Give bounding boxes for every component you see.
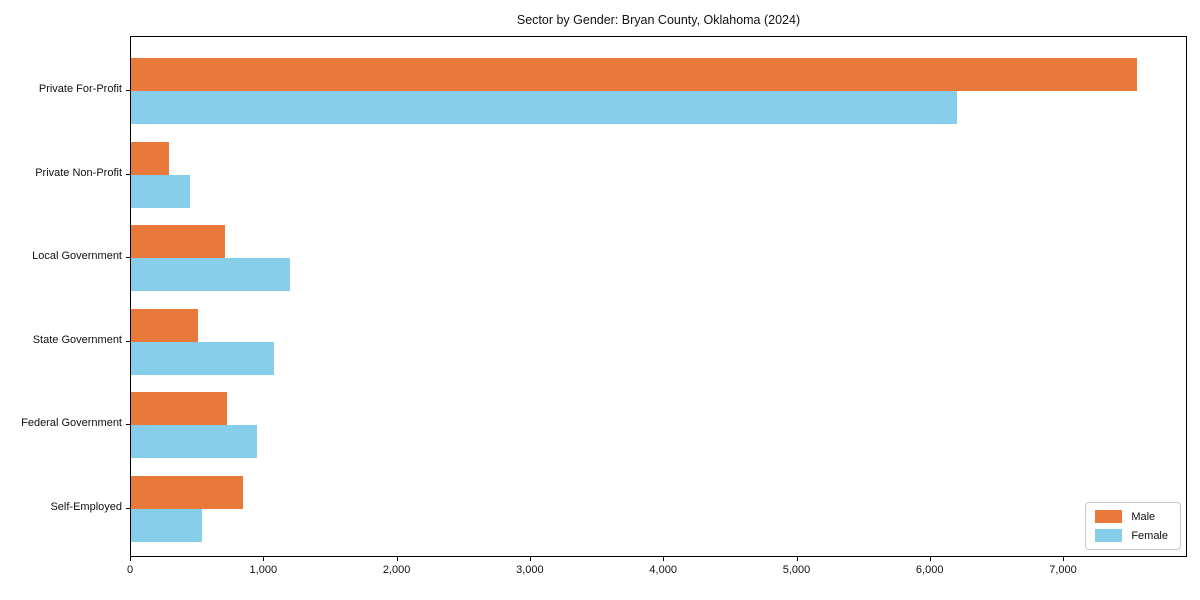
ytick-mark (126, 340, 130, 342)
ytick-mark (126, 173, 130, 175)
xtick-mark (263, 557, 265, 561)
legend-label-male: Male (1131, 510, 1156, 523)
plot-area: Male Female (130, 36, 1187, 557)
xtick-label-4000: 4,000 (649, 564, 677, 576)
bar-male-local-government (131, 225, 225, 259)
xtick-mark (1063, 557, 1064, 561)
xtick-label-5000: 5,000 (782, 564, 811, 576)
bar-male-self-employed (131, 476, 243, 509)
ytick-label-local-government: Local Government (32, 250, 122, 263)
bar-female-state-government (131, 341, 274, 375)
legend-label-female: Female (1131, 529, 1168, 542)
bar-female-private-non-profit (131, 174, 191, 208)
ytick-mark (126, 424, 130, 426)
xtick-label-3000: 3,000 (516, 564, 544, 576)
legend-item-female: Female (1095, 529, 1168, 542)
ytick-label-federal-government: Federal Government (21, 417, 122, 430)
xtick-mark (796, 557, 798, 561)
chart-title: Sector by Gender: Bryan County, Oklahoma… (516, 13, 801, 27)
ytick-label-state-government: State Government (32, 333, 122, 346)
bar-male-federal-government (131, 392, 227, 426)
bar-male-state-government (131, 308, 198, 342)
bar-female-local-government (131, 258, 290, 292)
xtick-mark (396, 557, 398, 561)
xtick-label-6000: 6,000 (915, 564, 944, 576)
legend: Male Female (1085, 502, 1181, 550)
bar-female-self-employed (131, 509, 202, 542)
ytick-mark (126, 257, 130, 259)
xtick-label-2000: 2,000 (382, 564, 411, 576)
ytick-mark (126, 90, 130, 91)
bar-female-federal-government (131, 425, 257, 459)
ytick-label-private-for-profit: Private For-Profit (38, 83, 122, 95)
xtick-label-0: 0 (126, 564, 134, 576)
xtick-mark (929, 557, 931, 561)
bar-male-private-for-profit (131, 58, 1138, 91)
xtick-mark (663, 557, 665, 561)
legend-swatch-female-icon (1095, 529, 1123, 542)
xtick-label-1000: 1,000 (249, 564, 278, 576)
bar-male-private-non-profit (131, 141, 169, 175)
xtick-mark (130, 557, 131, 561)
bar-female-private-for-profit (131, 91, 958, 124)
legend-swatch-male-icon (1095, 510, 1123, 523)
ytick-label-private-non-profit: Private Non-Profit (35, 166, 122, 179)
legend-item-male: Male (1095, 510, 1168, 523)
ytick-label-self-employed: Self-Employed (50, 501, 122, 513)
xtick-mark (529, 557, 531, 561)
ytick-mark (126, 508, 130, 509)
xtick-label-7000: 7,000 (1049, 564, 1077, 576)
